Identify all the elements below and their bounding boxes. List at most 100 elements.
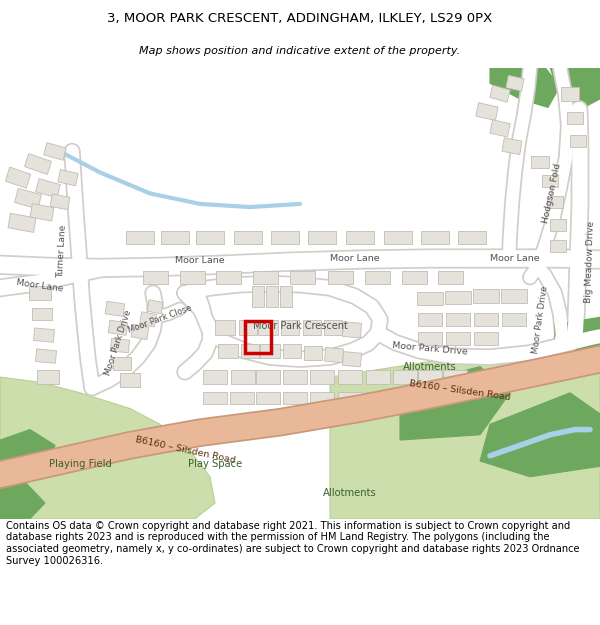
Text: Moor Lane: Moor Lane: [175, 256, 225, 265]
Bar: [283, 344, 301, 357]
Bar: [50, 194, 70, 209]
Polygon shape: [550, 68, 600, 109]
Bar: [418, 332, 442, 344]
Text: Allotments: Allotments: [403, 362, 457, 372]
Text: Map shows position and indicative extent of the property.: Map shows position and indicative extent…: [139, 46, 461, 56]
Bar: [253, 271, 277, 284]
Bar: [234, 231, 262, 244]
Bar: [14, 188, 41, 209]
Bar: [343, 352, 362, 367]
Bar: [437, 271, 463, 284]
Text: Moor Park Drive: Moor Park Drive: [531, 285, 549, 354]
Bar: [338, 370, 362, 384]
Bar: [239, 321, 257, 335]
Polygon shape: [0, 377, 215, 519]
Bar: [328, 271, 353, 284]
Bar: [417, 291, 443, 305]
Bar: [542, 174, 558, 187]
Bar: [304, 346, 322, 360]
Bar: [531, 156, 549, 168]
Bar: [35, 349, 56, 363]
Bar: [346, 231, 374, 244]
Bar: [105, 301, 125, 316]
Bar: [325, 348, 344, 362]
Bar: [443, 370, 467, 384]
Bar: [140, 312, 157, 327]
Bar: [34, 328, 55, 342]
Bar: [550, 219, 566, 231]
Bar: [567, 112, 583, 124]
Text: 3, MOOR PARK CRESCENT, ADDINGHAM, ILKLEY, LS29 0PX: 3, MOOR PARK CRESCENT, ADDINGHAM, ILKLEY…: [107, 12, 493, 26]
Bar: [365, 271, 389, 284]
Bar: [343, 322, 362, 338]
Text: Big Meadow Drive: Big Meadow Drive: [584, 221, 596, 302]
Bar: [473, 289, 499, 303]
Bar: [283, 392, 307, 404]
Bar: [108, 320, 128, 335]
Text: Moor Lane: Moor Lane: [490, 254, 540, 263]
Bar: [271, 231, 299, 244]
Bar: [113, 357, 131, 370]
Bar: [384, 231, 412, 244]
Bar: [5, 167, 31, 188]
Bar: [256, 370, 280, 384]
Bar: [230, 392, 254, 404]
Text: Contains OS data © Crown copyright and database right 2021. This information is : Contains OS data © Crown copyright and d…: [6, 521, 580, 566]
Bar: [131, 324, 149, 339]
Bar: [266, 286, 278, 307]
Bar: [281, 321, 299, 335]
Bar: [445, 291, 471, 304]
Text: Turner Lane: Turner Lane: [56, 224, 68, 278]
Bar: [446, 332, 470, 344]
Bar: [418, 313, 442, 326]
Bar: [310, 370, 334, 384]
Bar: [570, 134, 586, 148]
Bar: [215, 271, 241, 284]
Text: Allotments: Allotments: [323, 488, 377, 498]
Bar: [502, 313, 526, 326]
Polygon shape: [400, 367, 510, 440]
Bar: [29, 286, 51, 300]
Bar: [44, 142, 66, 160]
Bar: [280, 286, 292, 307]
Text: Moor Park Close: Moor Park Close: [127, 304, 193, 335]
Bar: [502, 138, 522, 154]
Polygon shape: [0, 429, 55, 488]
Text: B6160 – Silsden Road: B6160 – Silsden Road: [409, 379, 511, 402]
Bar: [120, 373, 140, 387]
Polygon shape: [0, 482, 45, 519]
Bar: [32, 308, 52, 321]
Bar: [547, 196, 563, 208]
Text: Moor Park Crescent: Moor Park Crescent: [253, 321, 347, 331]
Bar: [179, 271, 205, 284]
Polygon shape: [490, 68, 560, 108]
Polygon shape: [555, 318, 600, 351]
Bar: [418, 370, 442, 384]
Polygon shape: [480, 393, 600, 477]
Bar: [324, 321, 342, 335]
Text: B6160 – Silsden Road: B6160 – Silsden Road: [134, 436, 236, 466]
Bar: [196, 231, 224, 244]
Bar: [147, 300, 163, 314]
Text: Play Space: Play Space: [188, 459, 242, 469]
Text: Hodgson Fold: Hodgson Fold: [541, 162, 563, 224]
Bar: [126, 231, 154, 244]
Bar: [260, 344, 280, 357]
Bar: [110, 339, 130, 352]
Text: Moor Lane: Moor Lane: [16, 278, 64, 294]
Bar: [25, 154, 52, 174]
Text: Moor Lane: Moor Lane: [330, 254, 380, 263]
Text: Moor Park Drive: Moor Park Drive: [103, 309, 133, 376]
Text: Playing Field: Playing Field: [49, 459, 112, 469]
Bar: [30, 204, 54, 221]
Bar: [401, 271, 427, 284]
Bar: [474, 332, 498, 344]
Bar: [310, 392, 334, 404]
Bar: [252, 286, 264, 307]
Bar: [143, 271, 167, 284]
Bar: [393, 370, 417, 384]
Bar: [256, 392, 280, 404]
Bar: [366, 370, 390, 384]
Bar: [218, 344, 238, 357]
Bar: [37, 370, 59, 384]
